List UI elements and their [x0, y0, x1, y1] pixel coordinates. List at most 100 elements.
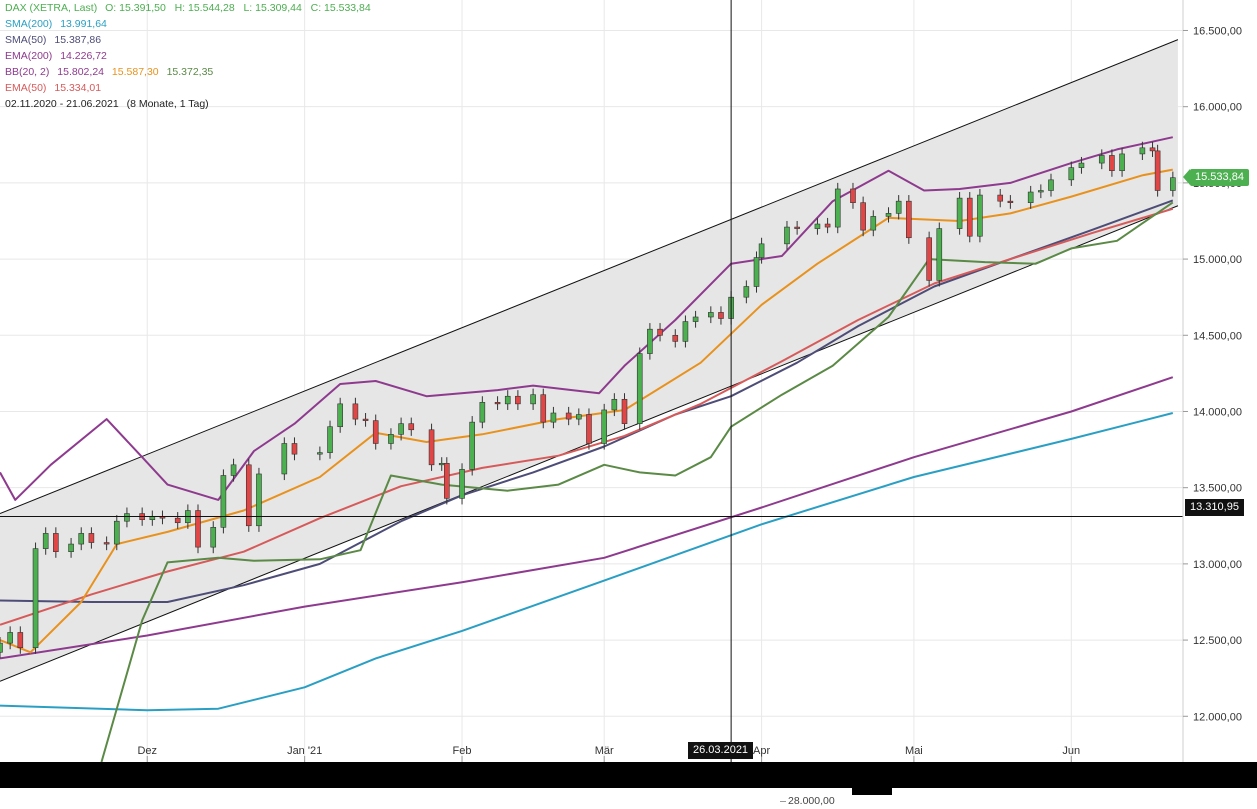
- candle-body: [966, 197, 973, 237]
- x-tick-label: Apr: [753, 745, 770, 757]
- candle-body: [327, 426, 333, 453]
- candle-body: [601, 409, 607, 444]
- y-tick-label: 15.000,00: [1193, 254, 1242, 266]
- candle-body: [352, 403, 359, 420]
- x-tick-label: Dez: [137, 745, 157, 757]
- x-tick-label: Mai: [905, 745, 923, 757]
- candle-body: [824, 223, 831, 228]
- legend-sma200[interactable]: SMA(200) 13.991,64: [5, 16, 371, 32]
- candle-body: [408, 423, 415, 431]
- candle-body: [362, 418, 369, 421]
- candle-body: [428, 429, 435, 466]
- candle-body: [1119, 153, 1125, 171]
- x-tick-label: Jun: [1062, 745, 1080, 757]
- candle-body: [174, 517, 181, 524]
- candle-body: [230, 464, 237, 476]
- candle-body: [850, 188, 856, 203]
- candle-body: [540, 394, 547, 423]
- candle-body: [565, 412, 572, 420]
- candle-body: [103, 542, 110, 545]
- candle-body: [885, 213, 892, 217]
- legend-sma200-label: SMA(200): [5, 18, 53, 30]
- legend-bb-middle: 15.587,30: [111, 66, 159, 78]
- candle-body: [906, 200, 912, 239]
- candle-body: [586, 414, 592, 444]
- y-tick-label: 13.500,00: [1193, 483, 1242, 495]
- legend-range-detail: (8 Monate, 1 Tag): [126, 98, 209, 110]
- candle-body: [469, 421, 475, 470]
- sub-axis-label: 28.000,00: [788, 795, 835, 807]
- candle-body: [515, 395, 521, 405]
- candle-body: [372, 420, 379, 444]
- candle-body: [977, 194, 983, 237]
- candle-body: [743, 286, 750, 298]
- line-ema-50-: [0, 207, 1174, 626]
- legend-ema50-value: 15.334,01: [54, 82, 102, 94]
- legend-ohlc: O: 15.391,50 H: 15.544,28 L: 15.309,44 C…: [105, 2, 371, 14]
- candle-body: [388, 434, 394, 444]
- sub-panel-handle[interactable]: [852, 783, 892, 796]
- candle-body: [317, 452, 323, 455]
- legend-range-dates: 02.11.2020 - 21.06.2021: [5, 98, 119, 110]
- legend-ema50-label: EMA(50): [5, 82, 47, 94]
- candle-body: [758, 243, 765, 258]
- candle-body: [814, 223, 821, 229]
- candle-body: [860, 202, 866, 231]
- candle-body: [17, 632, 24, 649]
- legend-header-row: DAX (XETRA, Last) O: 15.391,50 H: 15.544…: [5, 0, 371, 16]
- candle-body: [926, 237, 932, 281]
- x-tick-label: Mär: [595, 745, 614, 757]
- candle-body: [479, 402, 486, 423]
- legend-bb-upper: 15.802,24: [57, 66, 104, 78]
- candle-body: [398, 423, 404, 435]
- crosshair-date-label: 26.03.2021: [688, 742, 754, 759]
- legend-ema200[interactable]: EMA(200) 14.226,72: [5, 48, 371, 64]
- candle-body: [281, 443, 288, 475]
- legend-sma50[interactable]: SMA(50) 15.387,86: [5, 32, 371, 48]
- candle-body: [443, 462, 450, 499]
- candle-body: [718, 312, 724, 319]
- candle-body: [1154, 150, 1161, 191]
- line-bb-20-2-middle: [0, 168, 1173, 654]
- legend-bb[interactable]: BB(20, 2) 15.802,24 15.587,30 15.372,35: [5, 64, 371, 80]
- legend-sma50-value: 15.387,86: [54, 34, 102, 46]
- candle-body: [1139, 147, 1146, 155]
- candle-body: [636, 353, 643, 424]
- legend-ema50[interactable]: EMA(50) 15.334,01: [5, 80, 371, 96]
- indicator-panel-divider[interactable]: [0, 762, 1257, 788]
- candle-body: [0, 642, 3, 653]
- candle-body: [621, 398, 628, 424]
- candle-body: [113, 520, 120, 545]
- candle-body: [459, 469, 465, 499]
- candle-body: [124, 513, 130, 522]
- legend-bb-label: BB(20, 2): [5, 66, 50, 78]
- candle-body: [1027, 191, 1034, 203]
- x-tick-label: Jan '21: [287, 745, 322, 757]
- y-tick-label: 14.500,00: [1193, 330, 1242, 342]
- legend-sma50-label: SMA(50): [5, 34, 47, 46]
- candle-body: [794, 226, 800, 229]
- candle-body: [53, 533, 59, 552]
- candle-body: [956, 197, 963, 229]
- candle-body: [530, 394, 536, 405]
- candle-body: [1078, 162, 1085, 168]
- candle-body: [256, 473, 262, 527]
- y-tick-label: 12.000,00: [1193, 711, 1242, 723]
- candle-body: [576, 414, 582, 420]
- candle-body: [149, 516, 156, 520]
- candle-body: [550, 412, 557, 423]
- candle-body: [42, 533, 49, 549]
- candle-body: [997, 194, 1004, 202]
- y-tick-label: 13.000,00: [1193, 559, 1242, 571]
- legend-ema200-value: 14.226,72: [60, 50, 107, 62]
- line-bb-20-2-lower: [100, 201, 1174, 763]
- legend-ema200-label: EMA(200): [5, 50, 53, 62]
- candle-body: [291, 443, 298, 455]
- candle-body: [834, 188, 841, 228]
- candle-body: [68, 543, 74, 552]
- chart-legend: DAX (XETRA, Last) O: 15.391,50 H: 15.544…: [5, 0, 371, 112]
- candle-body: [682, 321, 689, 342]
- line-bb-20-2-upper: [0, 136, 1174, 501]
- last-price-tag: 15.533,84: [1183, 169, 1249, 186]
